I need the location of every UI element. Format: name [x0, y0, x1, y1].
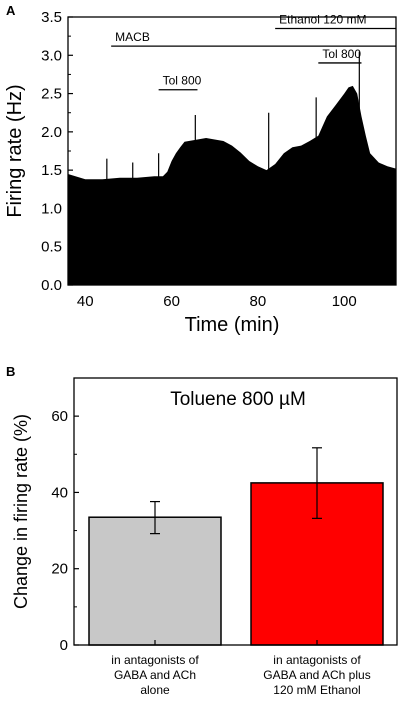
firing-rate-time-course-chart: MACB Ethanol 120 mM Tol 800 Tol 800 0.0 0.5 1…: [4, 9, 397, 336]
y-tick-label: 3.0: [41, 47, 62, 64]
x-tick-label: 60: [163, 293, 180, 310]
panel-label-a: A: [6, 3, 16, 18]
category-label: 120 mM Ethanol: [273, 683, 360, 697]
panel-a-y-axis-label: Firing rate (Hz): [4, 84, 26, 217]
firing-rate-trace-group: [68, 51, 396, 286]
firing-rate-area: [68, 85, 396, 286]
y-tick-label: 2.0: [41, 124, 62, 141]
category-label: in antagonists of: [111, 653, 199, 667]
category-label: in antagonists of: [273, 653, 361, 667]
x-tick-label: 40: [77, 293, 94, 310]
panel-a-axes: 0.0 0.5 1.0 1.5 2.0 2.5 3.0 3.5 40 60 80 100: [41, 9, 397, 310]
treatment-label: Tol 800: [163, 74, 202, 88]
panel-label-b: B: [6, 364, 15, 379]
y-tick-label: 0: [60, 637, 68, 654]
y-tick-label: 2.5: [41, 86, 62, 103]
y-tick-label: 0.0: [41, 277, 62, 294]
treatment-label: MACB: [115, 30, 150, 44]
y-tick-label: 1.0: [41, 200, 62, 217]
y-tick-label: 3.5: [41, 9, 62, 26]
category-label: GABA and ACh plus: [263, 668, 370, 682]
y-tick-label: 40: [51, 484, 68, 501]
panel-b-frame: [73, 377, 398, 646]
bar-1: [88, 516, 222, 646]
x-tick-label: 100: [332, 293, 357, 310]
panel-a-x-axis-label: Time (min): [185, 314, 280, 336]
treatment-label: Ethanol 120 mM: [279, 12, 366, 26]
category-label: GABA and ACh: [114, 668, 196, 682]
treatment-annotations: MACB Ethanol 120 mM Tol 800 Tol 800: [111, 12, 396, 91]
x-tick-label: 80: [250, 293, 267, 310]
panel-b-axes: 0 20 40 60: [51, 377, 398, 654]
y-tick-label: 20: [51, 561, 68, 578]
category-label: alone: [140, 683, 170, 697]
y-tick-label: 60: [51, 408, 68, 425]
treatment-label: Tol 800: [322, 47, 361, 61]
panel-b-title: Toluene 800 µM: [170, 389, 306, 410]
panel-b-y-axis-label: Change in firing rate (%): [11, 414, 31, 609]
y-tick-label: 0.5: [41, 239, 62, 256]
y-tick-label: 1.5: [41, 162, 62, 179]
